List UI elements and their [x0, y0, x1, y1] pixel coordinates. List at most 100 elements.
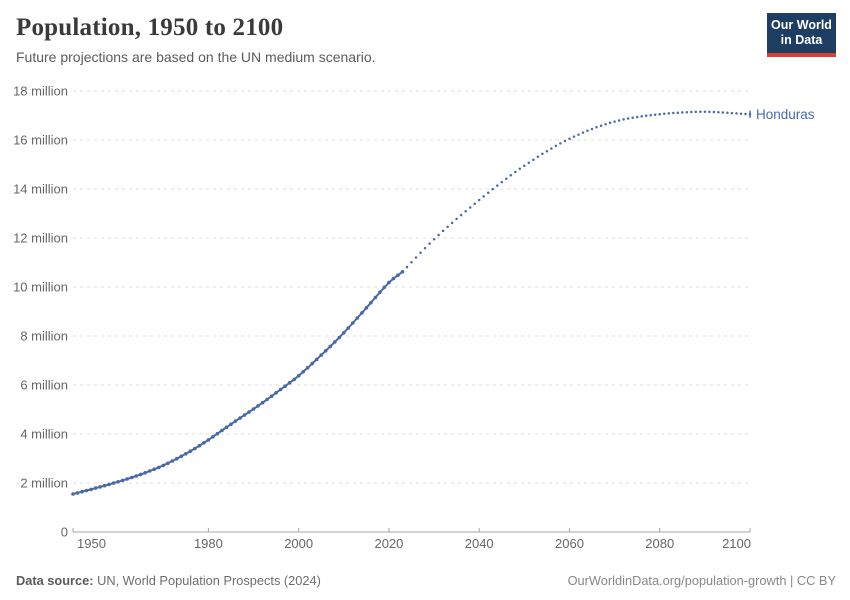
projection-dot: [464, 209, 467, 213]
data-point: [333, 340, 337, 344]
projection-dot: [432, 237, 436, 241]
data-point: [215, 431, 220, 436]
projection-dot: [635, 115, 639, 119]
data-point: [193, 446, 197, 451]
projection-dot: [721, 111, 725, 114]
projection-dot: [672, 111, 675, 115]
data-point: [102, 483, 107, 488]
data-point: [161, 463, 166, 468]
projection-dot: [423, 246, 427, 250]
historical-line: [72, 271, 404, 495]
x-tick-label: 1980: [194, 536, 223, 551]
projection-dot: [496, 184, 499, 187]
projection-dot: [441, 229, 445, 233]
data-point: [211, 435, 215, 439]
data-point: [179, 454, 184, 459]
projection-dot: [631, 116, 634, 119]
data-point: [220, 428, 224, 433]
data-point: [269, 394, 274, 399]
data-point: [387, 280, 391, 285]
projection-dot: [685, 110, 689, 114]
data-point: [238, 416, 242, 420]
projection-dot: [586, 129, 589, 132]
data-point: [152, 467, 156, 472]
projection-dot: [523, 164, 526, 167]
projection-dot: [604, 123, 607, 126]
data-source-note: Data source: UN, World Population Prospe…: [16, 573, 321, 588]
data-point: [314, 357, 319, 362]
y-tick-label: 8 million: [20, 329, 68, 344]
y-axis-labels: 0 2 million 4 million 6 million 8 million 10 …: [13, 84, 68, 540]
projection-dot: [744, 112, 747, 116]
projection-dot: [608, 121, 612, 125]
data-point: [166, 461, 170, 466]
projection-dot: [667, 112, 671, 115]
y-tick-label: 6 million: [20, 378, 68, 393]
projection-dot: [568, 137, 571, 141]
projection-dot: [658, 113, 661, 116]
data-point: [382, 285, 387, 290]
owid-url-license[interactable]: OurWorldinData.org/population-growth | C…: [567, 573, 836, 588]
data-point: [80, 489, 84, 494]
projection-dot: [617, 119, 621, 122]
projection-dot: [644, 114, 648, 118]
owid-logo[interactable]: Our World in Data: [767, 13, 836, 57]
data-point: [283, 384, 287, 389]
entity-label: Honduras: [756, 107, 815, 122]
projection-dot: [473, 202, 476, 205]
data-point: [134, 474, 138, 478]
projection-dot: [662, 112, 666, 116]
projection-dot: [590, 127, 594, 131]
projection-dot: [459, 213, 463, 217]
series-projection[interactable]: [405, 110, 752, 269]
data-point: [175, 456, 179, 461]
data-point: [323, 349, 328, 353]
data-point: [111, 481, 116, 485]
projection-dot: [577, 133, 580, 136]
y-tick-label: 12 million: [13, 231, 68, 246]
projection-dot: [653, 113, 657, 117]
projection-dot: [649, 114, 652, 117]
data-point: [224, 425, 229, 430]
data-point: [202, 441, 206, 445]
projection-dot: [699, 110, 702, 114]
projection-dot: [739, 112, 743, 115]
data-point: [391, 276, 396, 281]
data-point: [233, 419, 238, 423]
series-historical[interactable]: [71, 270, 405, 496]
data-point: [342, 331, 346, 335]
projection-dot: [730, 111, 734, 115]
data-point: [89, 487, 93, 492]
data-point: [369, 300, 373, 305]
data-point: [400, 270, 405, 274]
x-tick-label: 2040: [465, 536, 494, 551]
data-point: [296, 373, 301, 378]
projection-dot: [477, 198, 481, 202]
data-point: [147, 469, 152, 473]
projection-dot: [622, 118, 625, 121]
owid-logo-line2: in Data: [780, 33, 823, 48]
data-point: [260, 400, 265, 405]
projection-dot: [550, 147, 553, 150]
data-point: [328, 344, 333, 349]
projection-dot: [676, 111, 680, 114]
x-tick-label: 2020: [374, 536, 403, 551]
projection-dot: [405, 265, 409, 269]
projection-dot: [595, 126, 598, 129]
projection-dot: [491, 187, 494, 191]
y-tick-label: 10 million: [13, 280, 68, 295]
y-tick-label: 16 million: [13, 133, 68, 148]
projection-dot: [446, 225, 449, 229]
data-point: [188, 449, 193, 454]
x-tick-label: 2080: [645, 536, 674, 551]
projection-dot: [541, 152, 544, 156]
projection-dot: [694, 110, 698, 114]
projection-dot: [437, 233, 440, 237]
projection-dot: [500, 180, 504, 184]
owid-logo-line1: Our World: [771, 18, 832, 32]
projection-dot: [681, 111, 684, 114]
projection-dot: [505, 177, 508, 180]
data-point: [274, 391, 278, 395]
